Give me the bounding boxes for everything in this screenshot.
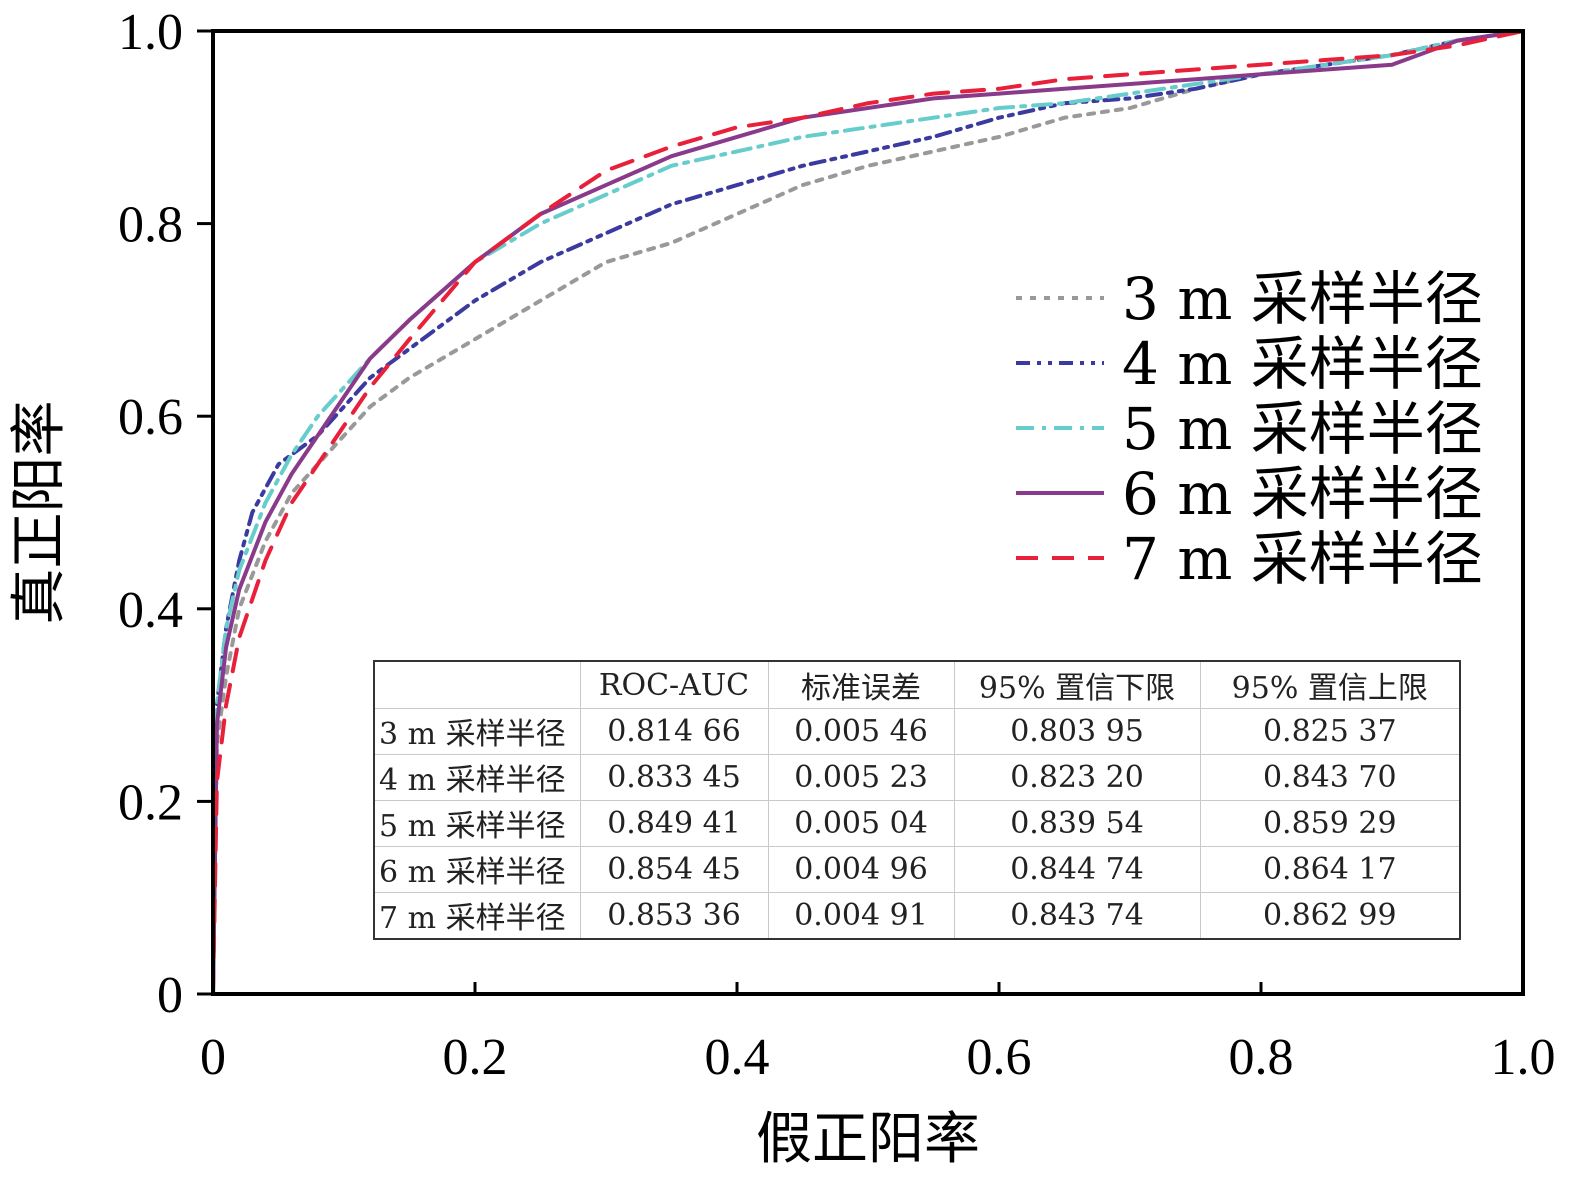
table-cell: 0.854 45 [579, 845, 769, 893]
table-cell: 0.004 96 [767, 845, 955, 893]
table-header-cell: 95% 置信上限 [1199, 660, 1461, 709]
table-cell: 0.843 74 [953, 891, 1201, 940]
legend-label: 5 m 采样半径 [1122, 395, 1483, 463]
table-cell: 0.833 45 [579, 753, 769, 801]
table-cell: 0.005 46 [767, 708, 955, 755]
table-cell: 6 m 采样半径 [373, 845, 581, 893]
series-lines [211, 29, 1525, 996]
table-cell: 0.825 37 [1199, 708, 1461, 755]
table-cell: 0.844 74 [953, 845, 1201, 893]
table-header-cell: 标准误差 [767, 660, 955, 709]
table-cell: 0.814 66 [579, 708, 769, 755]
table-cell: 0.859 29 [1199, 799, 1461, 847]
legend-label: 6 m 采样半径 [1122, 460, 1483, 528]
table-cell: 0.864 17 [1199, 845, 1461, 893]
table-row: 6 m 采样半径 0.854 45 0.004 96 0.844 74 0.86… [373, 845, 1461, 893]
table-row: 3 m 采样半径 0.814 66 0.005 46 0.803 95 0.82… [373, 708, 1461, 755]
x-axis-title: 假正阳率 [756, 1107, 980, 1172]
x-tick-label: 0.8 [1229, 1029, 1294, 1086]
x-tick-label: 0.4 [705, 1029, 770, 1086]
y-tick-label: 0.4 [118, 582, 183, 639]
table-cell: 0.853 36 [579, 891, 769, 940]
y-tick-label: 0 [157, 967, 183, 1024]
legend-label: 4 m 采样半径 [1122, 330, 1483, 398]
table-header-cell: ROC-AUC [579, 660, 769, 709]
y-axis-title: 真正阳率 [7, 401, 72, 625]
table-header-cell: 95% 置信下限 [953, 660, 1201, 709]
x-tick-label: 0.2 [443, 1029, 508, 1086]
x-tick-label: 0.6 [967, 1029, 1032, 1086]
table-cell: 0.004 91 [767, 891, 955, 940]
table-header-cell [373, 660, 581, 709]
table-header-row: ROC-AUC 标准误差 95% 置信下限 95% 置信上限 [373, 660, 1461, 709]
table-cell: 0.843 70 [1199, 753, 1461, 801]
table-row: 4 m 采样半径 0.833 45 0.005 23 0.823 20 0.84… [373, 753, 1461, 801]
table-row: 7 m 采样半径 0.853 36 0.004 91 0.843 74 0.86… [373, 891, 1461, 940]
table-cell: 0.823 20 [953, 753, 1201, 801]
legend-label: 7 m 采样半径 [1122, 525, 1483, 593]
x-tick-label: 0 [200, 1029, 226, 1086]
table-cell: 0.803 95 [953, 708, 1201, 755]
auc-stats-table: ROC-AUC 标准误差 95% 置信下限 95% 置信上限 3 m 采样半径 … [373, 660, 1461, 940]
x-tick-label: 1.0 [1491, 1029, 1556, 1086]
table-row: 5 m 采样半径 0.849 41 0.005 04 0.839 54 0.85… [373, 799, 1461, 847]
y-tick-label: 0.2 [118, 774, 183, 831]
axis-ticks: 0 0.2 0.4 0.6 0.8 1.0 0 0.2 0.4 0.6 0.8 1.0 [118, 4, 1556, 1086]
y-tick-label: 0.8 [118, 197, 183, 254]
table-cell: 3 m 采样半径 [373, 708, 581, 755]
y-tick-label: 1.0 [118, 4, 183, 61]
plot-frame [211, 29, 1525, 996]
y-tick-label: 0.6 [118, 389, 183, 446]
table-cell: 7 m 采样半径 [373, 891, 581, 940]
legend-label: 3 m 采样半径 [1122, 265, 1483, 333]
table-cell: 0.005 23 [767, 753, 955, 801]
table-cell: 0.005 04 [767, 799, 955, 847]
table-cell: 5 m 采样半径 [373, 799, 581, 847]
table-cell: 0.849 41 [579, 799, 769, 847]
table-cell: 4 m 采样半径 [373, 753, 581, 801]
table-cell: 0.862 99 [1199, 891, 1461, 940]
series-line-4 [211, 29, 1525, 996]
table-cell: 0.839 54 [953, 799, 1201, 847]
